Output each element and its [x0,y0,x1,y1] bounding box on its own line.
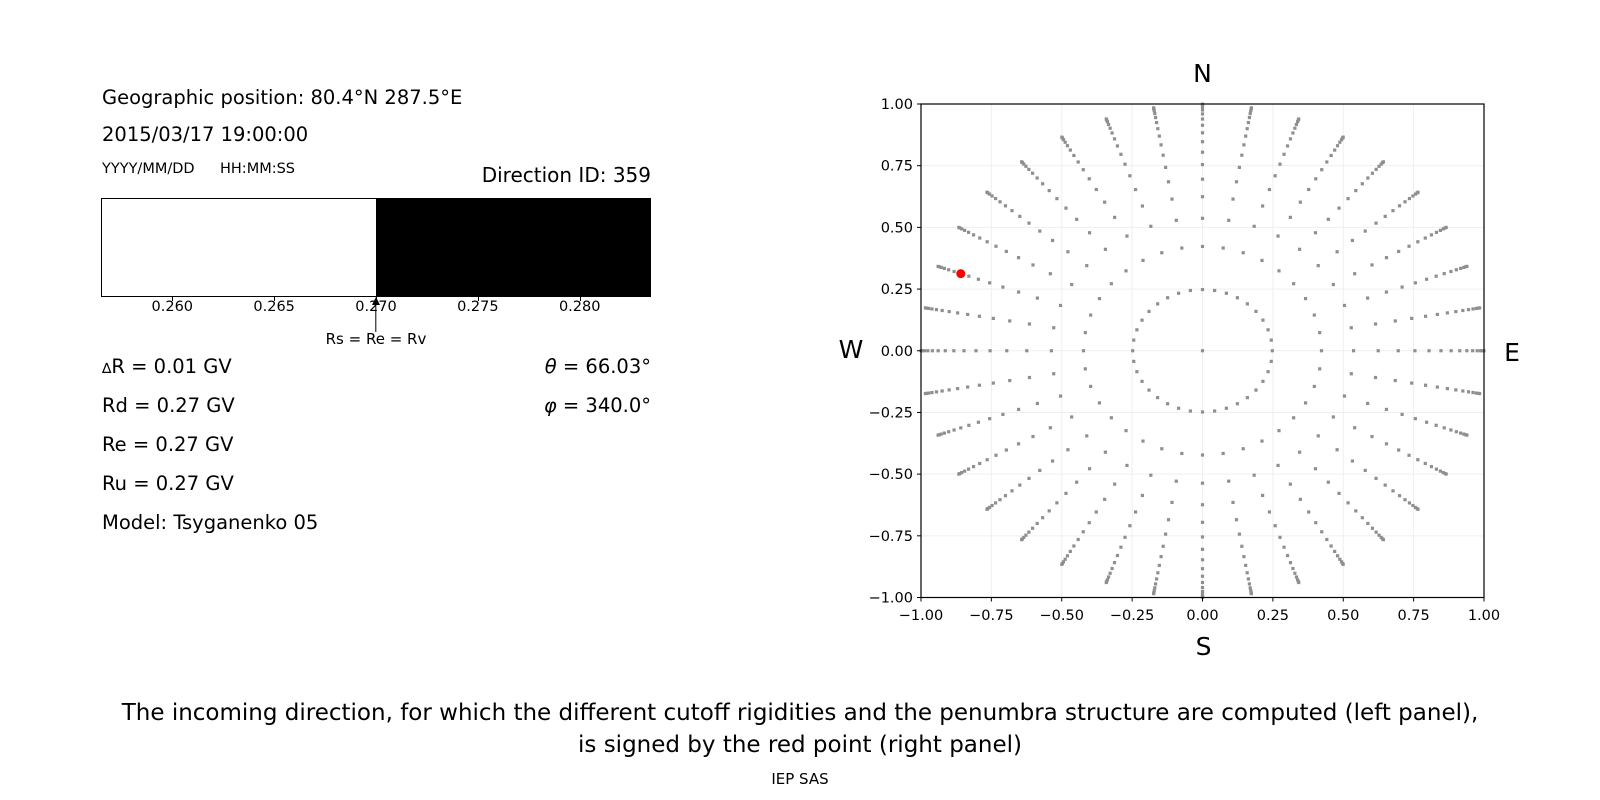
penumbra-axis-tick [172,297,174,301]
svg-text:0.75: 0.75 [1397,608,1429,624]
date-format-label: YYYY/MM/DD [102,161,195,177]
direction-plot: −1.00 −0.75 −0.50 −0.25 0.00 0.25 0.50 0.75 1.00… [839,59,1520,661]
rd-value: Rd = 0.27 GV [102,394,235,417]
plot-tick-labels: −1.00 −0.75 −0.50 −0.25 0.00 0.25 0.50 0.75 1.00… [869,97,1501,624]
svg-text:−0.50: −0.50 [869,467,913,483]
ru-value: Ru = 0.27 GV [102,472,234,495]
svg-text:−1.00: −1.00 [869,591,913,607]
penumbra-axis-tick [274,297,276,301]
svg-text:1.00: 1.00 [1468,608,1500,624]
theta-symbol: θ [544,355,557,378]
svg-text:−0.75: −0.75 [869,529,913,545]
penumbra-axis-tick [579,297,581,301]
re-value: Re = 0.27 GV [102,433,234,456]
caption-line-1: The incoming direction, for which the di… [121,700,1479,726]
delta-symbol: ∆ [102,361,112,377]
penumbra-strip [101,198,651,297]
svg-text:0.50: 0.50 [1327,608,1359,624]
cutoff-arrow-label: Rs = Re = Rv [325,330,427,348]
penumbra-axis-tick [477,297,479,301]
credit-label: IEP SAS [771,770,829,788]
delta-r-value: ∆R = 0.01 GV [102,355,232,378]
theta-value: θ = 66.03° [544,355,651,378]
cutoff-arrow-line [375,304,377,332]
penumbra-axis-tick-label: 0.280 [558,299,601,315]
plot-ticks [917,103,1485,602]
direction-dots [919,102,1486,599]
compass-north-label: N [1193,59,1212,88]
penumbra-axis-tick-label: 0.275 [457,299,499,315]
svg-text:−0.25: −0.25 [869,405,913,421]
phi-value: φ = 340.0° [543,394,651,417]
red-direction-point [956,269,966,279]
svg-text:−0.25: −0.25 [1110,608,1154,624]
time-format-label: HH:MM:SS [220,161,296,177]
svg-text:0.25: 0.25 [881,282,913,298]
plot-frame [920,103,1485,599]
cutoff-arrow-head-icon [372,297,380,305]
svg-text:0.00: 0.00 [881,344,913,360]
compass-west-label: W [839,335,864,364]
penumbra-forbidden-region [376,199,651,296]
svg-text:1.00: 1.00 [881,97,913,113]
svg-text:−0.50: −0.50 [1040,608,1084,624]
svg-text:0.25: 0.25 [1257,608,1289,624]
svg-text:−0.75: −0.75 [969,608,1013,624]
svg-text:0.75: 0.75 [881,159,913,175]
geo-position-label: Geographic position: 80.4°N 287.5°E [102,86,463,109]
svg-text:−1.00: −1.00 [899,608,943,624]
model-label: Model: Tsyganenko 05 [102,511,319,534]
penumbra-axis-tick-label: 0.260 [151,299,194,315]
compass-east-label: E [1504,338,1520,367]
caption-line-2: is signed by the red point (right panel) [578,732,1022,758]
svg-text:0.50: 0.50 [881,220,913,236]
compass-south-label: S [1196,632,1212,661]
phi-symbol: φ [543,394,557,417]
penumbra-axis-tick-label: 0.265 [253,299,295,315]
datetime-label: 2015/03/17 19:00:00 [102,123,309,146]
direction-id-label: Direction ID: 359 [481,163,651,187]
svg-text:0.00: 0.00 [1186,608,1218,624]
